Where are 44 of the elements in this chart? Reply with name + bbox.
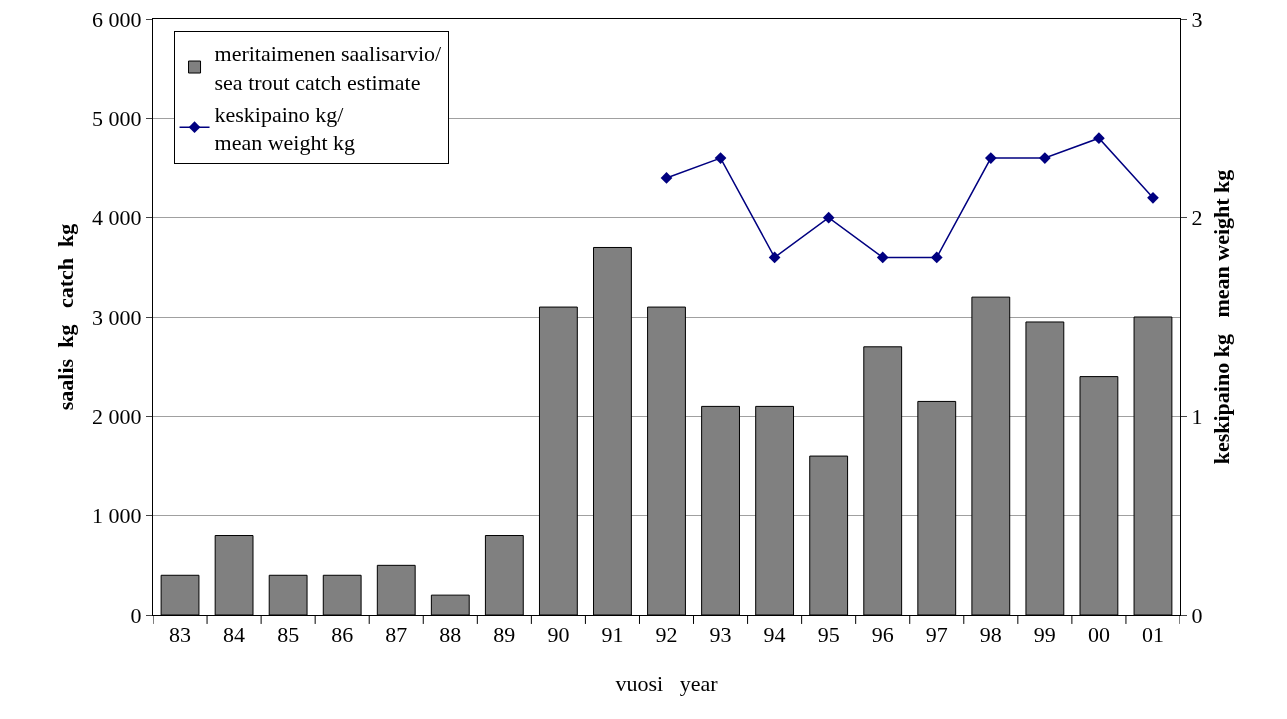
x-tick-label: 96	[871, 622, 894, 648]
x-tick-label: 84	[223, 622, 246, 648]
x-tick-label: 89	[493, 622, 516, 648]
legend-label: keskipaino kg/ mean weight kg	[214, 101, 356, 156]
x-tick-label: 97	[925, 622, 948, 648]
x-tick-label: 87	[385, 622, 408, 648]
point	[876, 251, 889, 264]
point	[930, 251, 943, 264]
x-tick-label: 99	[1033, 622, 1056, 648]
y-tick-label: 0	[130, 602, 142, 628]
y-tick-label: 6 000	[92, 6, 142, 32]
point	[822, 211, 835, 224]
point	[714, 152, 727, 164]
x-tick-label: 00	[1087, 622, 1110, 648]
y2-tick-label: 0	[1191, 602, 1203, 628]
point	[1093, 132, 1105, 145]
x-tick-label: 94	[763, 622, 786, 648]
x-axis-title: vuosi year	[615, 671, 719, 696]
x-tick-label: 93	[709, 622, 732, 648]
y2-tick-label: 2	[1191, 205, 1203, 231]
y-tick-label: 4 000	[92, 205, 142, 231]
x-tick-label: 92	[655, 622, 678, 648]
point	[984, 152, 997, 164]
y2-axis-title: keskipaino kg mean weight kg	[1209, 169, 1235, 465]
point	[768, 251, 781, 264]
x-tick-label: 88	[439, 622, 462, 648]
x-tick-label: 01	[1141, 622, 1164, 648]
y2-tick-label: 3	[1191, 6, 1203, 32]
x-tick-label: 90	[547, 622, 570, 648]
point	[1039, 152, 1051, 164]
y-tick-label: 3 000	[92, 304, 142, 330]
point	[1147, 191, 1159, 204]
y-tick-label: 5 000	[92, 106, 142, 132]
y-tick-label: 2 000	[92, 404, 142, 430]
y-tick-label: 1 000	[92, 503, 142, 529]
x-tick-label: 83	[169, 622, 192, 648]
x-tick-label: 85	[277, 622, 300, 648]
x-tick-label: 95	[817, 622, 840, 648]
point	[660, 172, 673, 184]
y-axis-title: saalis kg catch kg	[52, 223, 78, 411]
x-tick-label: 98	[979, 622, 1002, 648]
x-tick-label: 91	[601, 622, 624, 648]
x-tick-label: 86	[331, 622, 354, 648]
y2-tick-label: 1	[1191, 404, 1203, 430]
